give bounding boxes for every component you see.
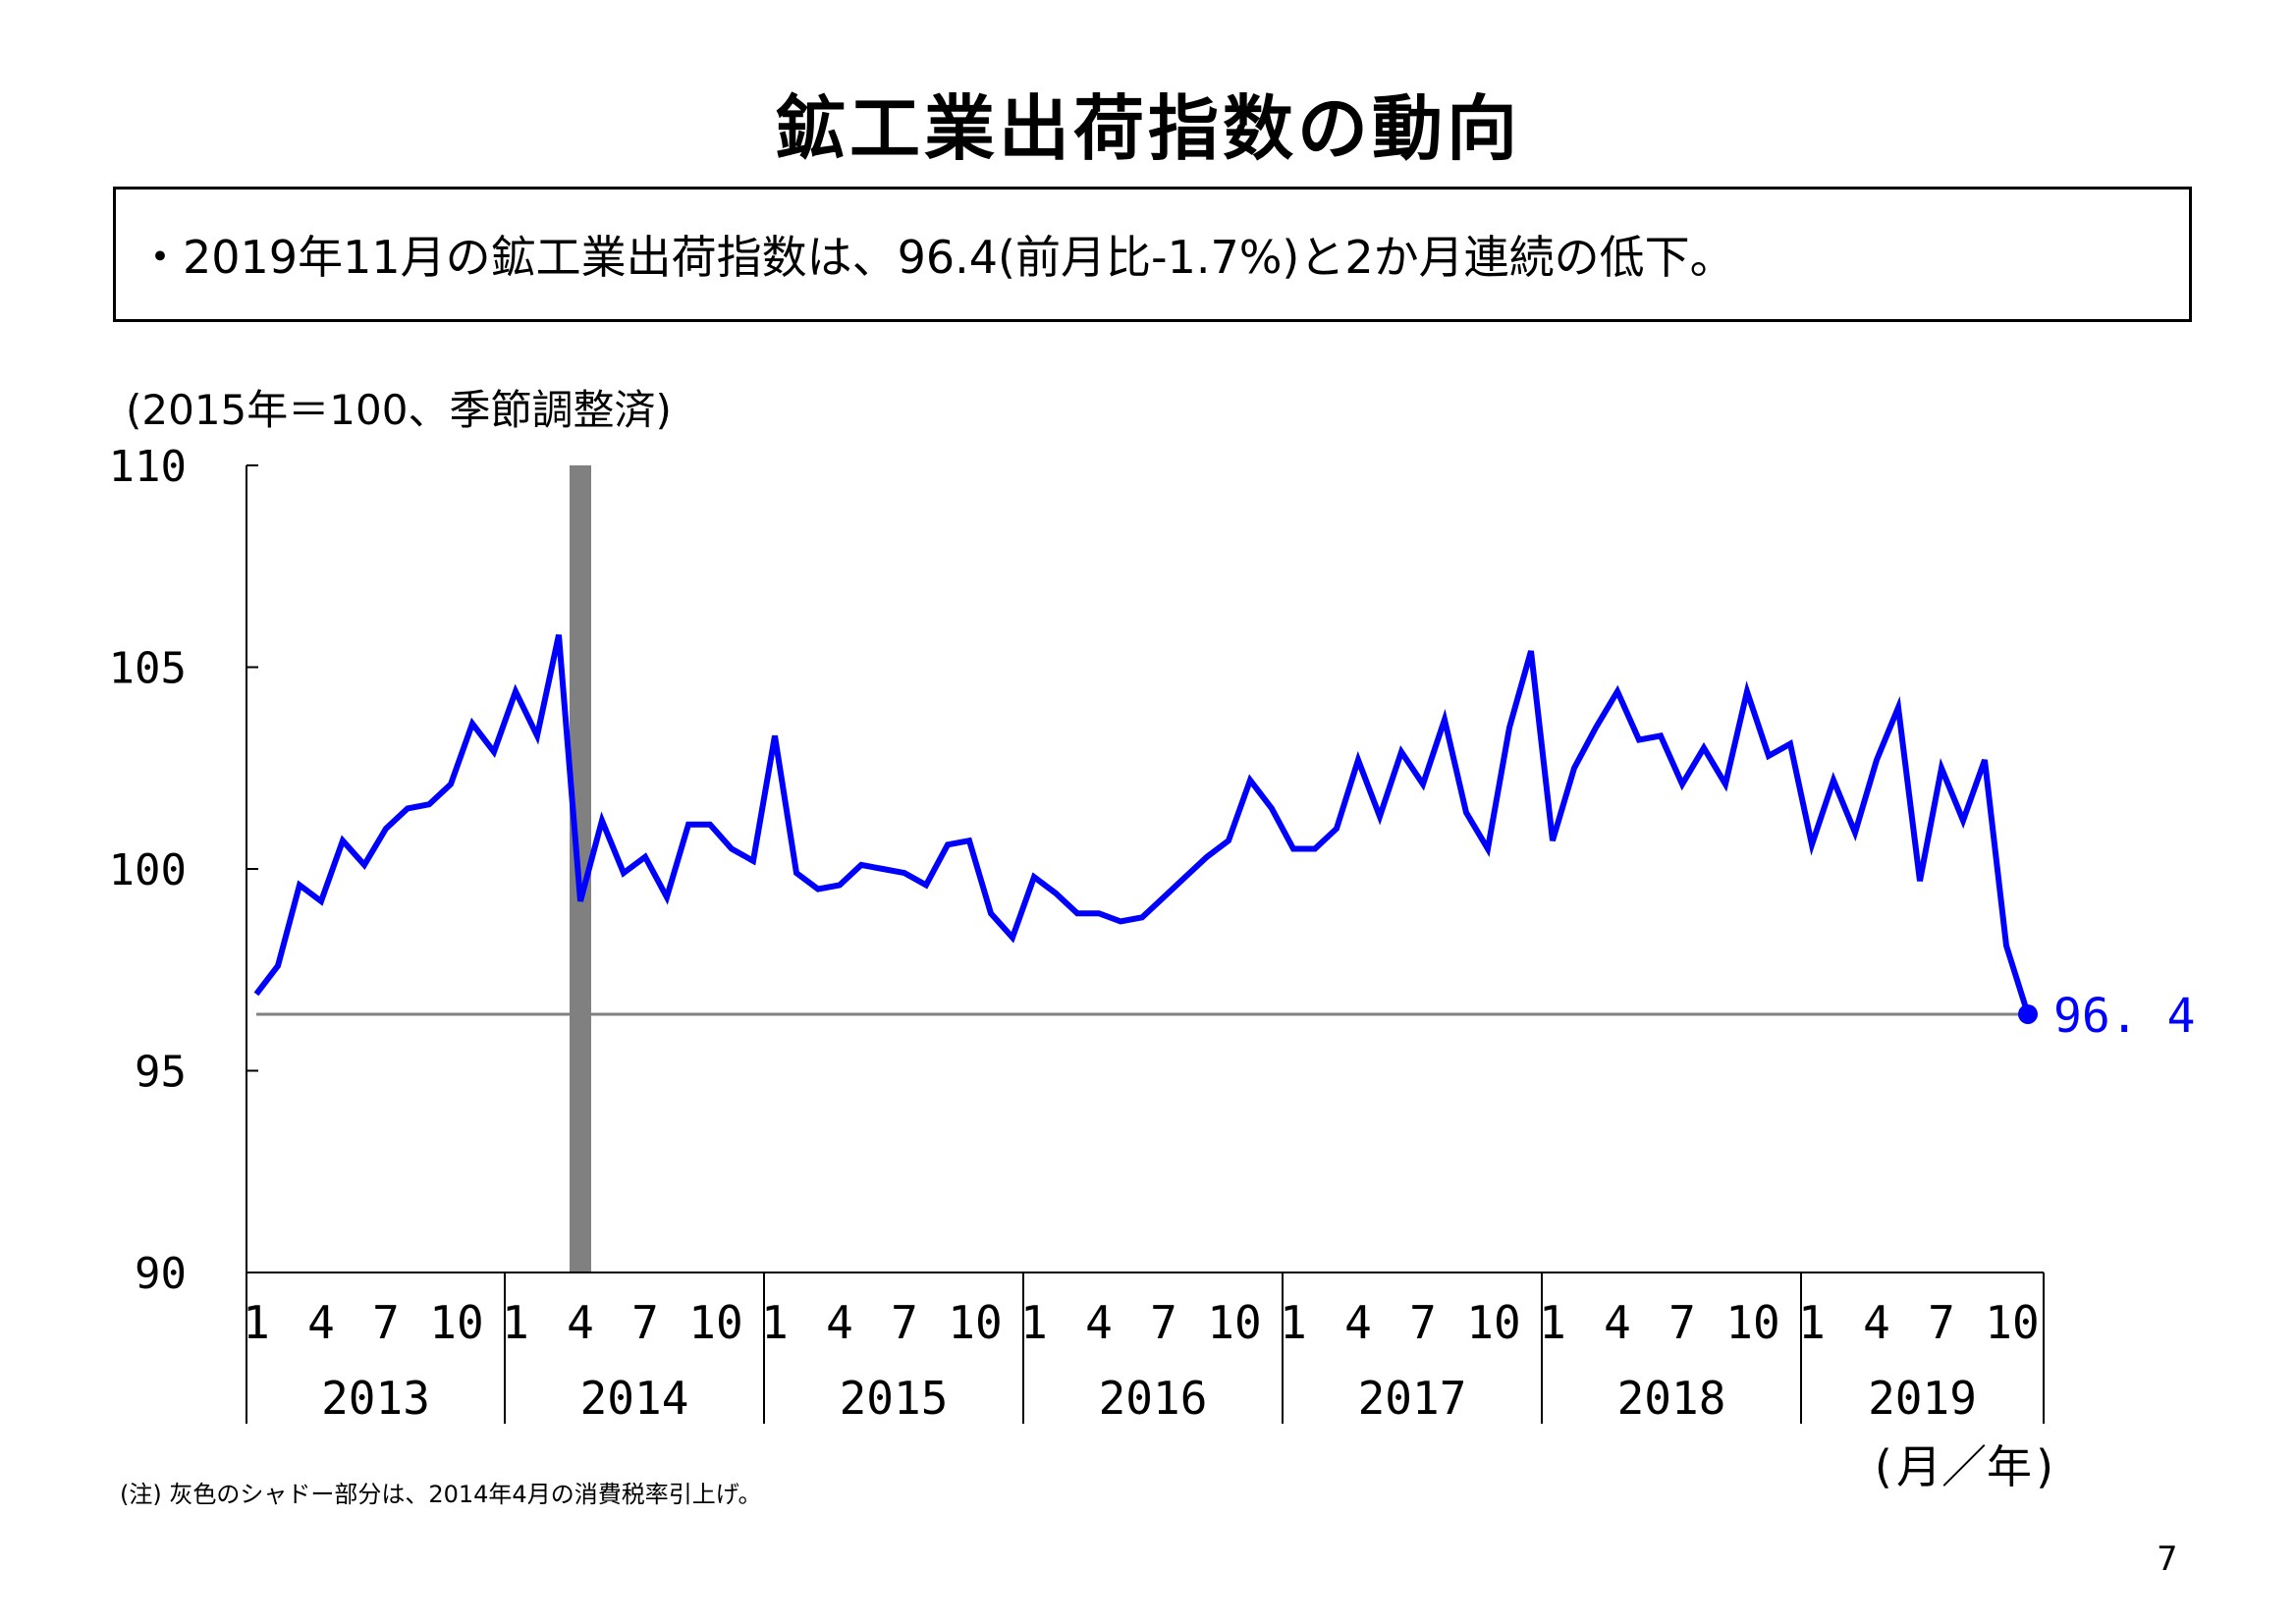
month-label: 4 <box>567 1296 594 1349</box>
month-label: 4 <box>1344 1296 1372 1349</box>
y-tick-label: 100 <box>109 845 187 895</box>
month-label: 4 <box>307 1296 335 1349</box>
month-label: 1 <box>243 1296 270 1349</box>
year-label: 2017 <box>1358 1372 1467 1425</box>
unit-label: (2015年＝100、季節調整済) <box>126 386 672 434</box>
month-label: 10 <box>1207 1296 1261 1349</box>
y-tick-label: 105 <box>109 644 187 694</box>
axis-layer <box>246 464 2045 1424</box>
month-label: 7 <box>1668 1296 1696 1349</box>
footnote: (注) 灰色のシャドー部分は、2014年4月の消費税率引上げ。 <box>120 1481 762 1508</box>
month-label: 1 <box>761 1296 789 1349</box>
page-number: 7 <box>2157 1540 2178 1579</box>
month-label: 4 <box>1604 1296 1631 1349</box>
month-label: 7 <box>1409 1296 1437 1349</box>
year-label: 2019 <box>1868 1372 1977 1425</box>
x-axis-unit-label: (月／年) <box>1869 1440 2058 1493</box>
shipment-index-line <box>253 633 2031 1015</box>
month-label: 10 <box>688 1296 742 1349</box>
month-label: 4 <box>1085 1296 1113 1349</box>
page-title: 鉱工業出荷指数の動向 <box>774 87 1521 170</box>
month-label: 1 <box>1280 1296 1307 1349</box>
month-label: 1 <box>502 1296 529 1349</box>
month-label: 7 <box>891 1296 918 1349</box>
series-layer <box>253 633 2038 1024</box>
month-label: 1 <box>1798 1296 1826 1349</box>
summary-text: ・2019年11月の鉱工業出荷指数は、96.4(前月比-1.7%)と2か月連続の… <box>137 231 1735 284</box>
year-label: 2018 <box>1617 1372 1726 1425</box>
month-label: 7 <box>631 1296 659 1349</box>
year-label: 2015 <box>840 1372 949 1425</box>
month-label: 10 <box>429 1296 483 1349</box>
summary-box: ・2019年11月の鉱工業出荷指数は、96.4(前月比-1.7%)と2か月連続の… <box>113 187 2192 322</box>
latest-value-label: 96. 4 <box>2053 989 2196 1044</box>
year-label: 2013 <box>321 1372 430 1425</box>
y-tick-label: 90 <box>135 1249 187 1299</box>
month-label: 10 <box>1985 1296 2039 1349</box>
latest-point <box>2018 1003 2038 1024</box>
month-label: 7 <box>1928 1296 1955 1349</box>
y-tick-label: 95 <box>135 1048 187 1098</box>
y-tick-label: 110 <box>109 442 187 492</box>
month-label: 1 <box>1020 1296 1048 1349</box>
year-label: 2014 <box>580 1372 689 1425</box>
month-label: 7 <box>372 1296 400 1349</box>
month-label: 7 <box>1150 1296 1177 1349</box>
month-label: 4 <box>1863 1296 1890 1349</box>
year-label: 2016 <box>1099 1372 1208 1425</box>
month-label: 4 <box>826 1296 853 1349</box>
month-label: 1 <box>1539 1296 1566 1349</box>
month-label: 10 <box>948 1296 1002 1349</box>
month-label: 10 <box>1466 1296 1520 1349</box>
month-label: 10 <box>1725 1296 1779 1349</box>
